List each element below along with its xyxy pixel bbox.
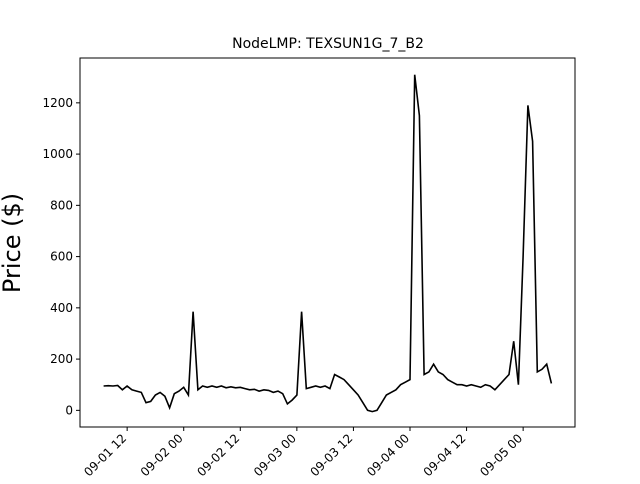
x-tick-label: 09-03 00 xyxy=(251,431,299,479)
y-tick-label: 1000 xyxy=(42,147,73,161)
x-tick-label: 09-05 00 xyxy=(477,431,525,479)
y-tick-label: 800 xyxy=(50,198,73,212)
x-tick-label: 09-04 12 xyxy=(421,431,469,479)
price-line xyxy=(103,74,553,413)
x-tick-label: 09-03 12 xyxy=(307,431,355,479)
chart-title: NodeLMP: TEXSUN1G_7_B2 xyxy=(232,36,424,52)
y-tick-label: 1200 xyxy=(42,96,73,110)
x-tick-label: 09-01 12 xyxy=(81,431,129,479)
x-tick-label: 09-04 00 xyxy=(364,431,412,479)
x-tick-label: 09-02 12 xyxy=(194,431,242,479)
y-tick-label: 200 xyxy=(50,352,73,366)
plot-frame xyxy=(79,57,576,428)
y-tick-label: 600 xyxy=(50,250,73,264)
x-tick-label: 09-02 00 xyxy=(138,431,186,479)
y-axis-label: Price ($) xyxy=(0,193,26,293)
y-tick-label: 0 xyxy=(65,403,73,417)
y-tick-label: 400 xyxy=(50,301,73,315)
